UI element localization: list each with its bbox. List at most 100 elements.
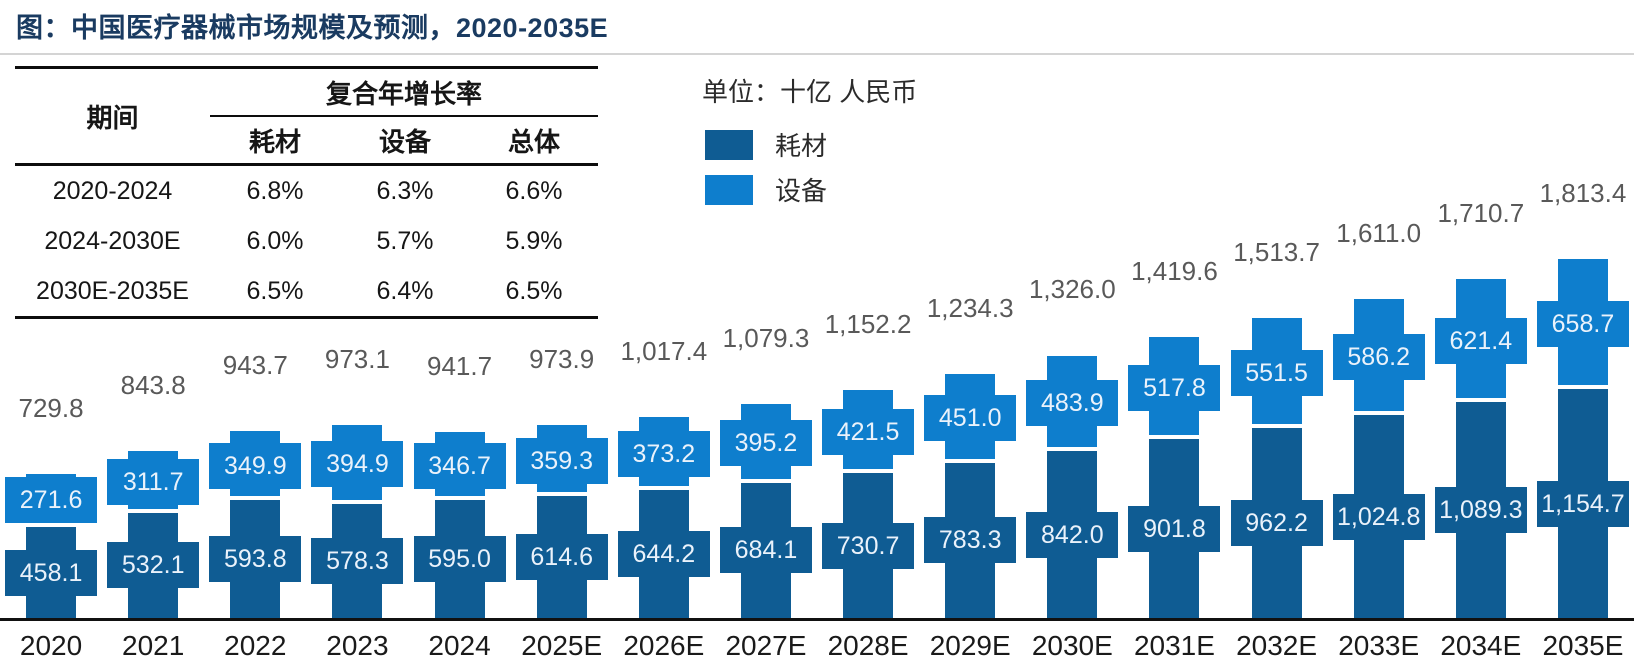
consumables-value-label: 614.6 — [515, 534, 608, 581]
consumables-cagr-cell: 6.0% — [246, 226, 304, 255]
consumables-value-label: 730.7 — [822, 522, 915, 569]
table-row: 2020-2024 6.8% 6.3% 6.6% — [15, 166, 598, 216]
bar-column: 1,089.3 621.4 1,710.7 — [1430, 0, 1532, 618]
equipment-value-label: 421.5 — [822, 408, 915, 455]
table-row: 2024-2030E 6.0% 5.7% 5.9% — [15, 216, 598, 266]
total-label: 1,513.7 — [1233, 237, 1320, 268]
overall-cagr-cell: 6.5% — [505, 276, 563, 305]
bar-column: 1,154.7 658.7 1,813.4 — [1532, 0, 1634, 618]
bar-column: 595.0 346.7 941.7 — [409, 0, 511, 618]
total-label: 973.9 — [529, 344, 595, 375]
table-row: 2030E-2035E 6.5% 6.4% 6.5% — [15, 266, 598, 316]
equipment-value-label: 586.2 — [1332, 334, 1425, 381]
x-axis-label: 2032E — [1236, 630, 1318, 661]
x-axis-label: 2034E — [1440, 630, 1522, 661]
total-label: 1,079.3 — [722, 323, 810, 354]
chart-area: 458.1 271.6 729.8 532.1 311.7 843.8 593.8 349.9… — [0, 0, 1634, 618]
period-column-header: 期间 — [86, 102, 139, 133]
consumables-value-label: 1,089.3 — [1434, 487, 1527, 534]
equipment-value-label: 517.8 — [1128, 365, 1221, 412]
equipment-value-label: 658.7 — [1536, 301, 1629, 348]
x-axis-line — [0, 618, 1634, 621]
total-label: 1,419.6 — [1131, 255, 1218, 286]
x-axis-label: 2031E — [1133, 630, 1215, 661]
bar-column: 783.3 451.0 1,234.3 — [919, 0, 1021, 618]
x-axis-label: 2022 — [224, 630, 287, 661]
consumables-value-label: 1,024.8 — [1332, 493, 1425, 540]
total-label: 941.7 — [427, 350, 493, 381]
consumables-value-label: 962.2 — [1230, 499, 1323, 546]
total-label: 1,611.0 — [1336, 218, 1422, 249]
total-label: 1,234.3 — [926, 292, 1014, 323]
bar-column: 593.8 349.9 943.7 — [204, 0, 306, 618]
x-axis-label: 2027E — [725, 630, 807, 661]
consumables-value-label: 458.1 — [5, 549, 98, 596]
equipment-value-label: 349.9 — [209, 442, 302, 489]
equipment-value-label: 621.4 — [1434, 317, 1527, 364]
x-axis-labels: 2020 2021 2022 2023 2024 2025E 2026E 2027E 2028E… — [0, 630, 1634, 661]
cagr-table: 期间 复合年增长率 耗材 设备 总体 2020-2024 6.8% 6.3% 6… — [15, 66, 598, 319]
bar-column: 532.1 311.7 843.8 — [102, 0, 204, 618]
bar-column: 644.2 373.2 1,017.4 — [613, 0, 715, 618]
consumables-value-label: 578.3 — [311, 537, 404, 584]
page-title: 图：中国医疗器械市场规模及预测，2020-2035E — [16, 13, 609, 43]
legend-item-equipment: 设备 — [705, 171, 827, 208]
consumables-value-label: 1,154.7 — [1536, 480, 1629, 527]
overall-cagr-cell: 6.6% — [505, 176, 563, 205]
equipment-cagr-cell: 6.3% — [376, 176, 434, 205]
total-label: 1,152.2 — [824, 308, 912, 339]
subheader-consumables: 耗材 — [248, 126, 301, 157]
bar-column: 730.7 421.5 1,152.2 — [817, 0, 919, 618]
equipment-value-label: 271.6 — [5, 477, 98, 524]
x-axis-label: 2025E — [521, 630, 603, 661]
cagr-table-header: 期间 复合年增长率 耗材 设备 总体 — [15, 69, 598, 166]
equipment-cagr-cell: 5.7% — [376, 226, 434, 255]
x-axis-label: 2023 — [326, 630, 389, 661]
consumables-swatch — [705, 129, 753, 160]
equipment-value-label: 395.2 — [719, 420, 812, 467]
total-label: 943.7 — [222, 350, 288, 381]
total-label: 1,017.4 — [620, 335, 708, 366]
bar-column: 901.8 517.8 1,419.6 — [1123, 0, 1225, 618]
total-label: 1,326.0 — [1028, 274, 1116, 305]
consumables-cagr-cell: 6.5% — [246, 276, 304, 305]
period-cell: 2024-2030E — [44, 226, 181, 255]
consumables-value-label: 783.3 — [924, 517, 1017, 564]
x-axis-label: 2020 — [19, 630, 83, 661]
x-axis-label: 2029E — [929, 630, 1011, 661]
subheader-overall: 总体 — [507, 126, 560, 157]
equipment-value-label: 346.7 — [413, 442, 506, 489]
bar-column: 842.0 483.9 1,326.0 — [1021, 0, 1123, 618]
bar-column: 458.1 271.6 729.8 — [0, 0, 102, 618]
equipment-value-label: 551.5 — [1230, 349, 1323, 396]
total-label: 843.8 — [120, 369, 186, 400]
total-label: 973.1 — [324, 344, 390, 375]
bar-column: 578.3 394.9 973.1 — [306, 0, 408, 618]
total-label: 729.8 — [18, 392, 84, 423]
x-axis-label: 2035E — [1542, 630, 1624, 661]
consumables-value-label: 532.1 — [107, 542, 200, 589]
legend-label: 设备 — [775, 176, 828, 206]
cagr-group-header: 复合年增长率 — [210, 69, 598, 117]
subheader-equipment: 设备 — [378, 126, 431, 157]
bar-column: 1,024.8 586.2 1,611.0 — [1328, 0, 1430, 618]
consumables-value-label: 593.8 — [209, 536, 302, 583]
x-axis-label: 2024 — [428, 630, 491, 661]
consumables-value-label: 901.8 — [1128, 505, 1221, 552]
x-axis-label: 2028E — [827, 630, 909, 661]
consumables-cagr-cell: 6.8% — [246, 176, 304, 205]
bar-column: 614.6 359.3 973.9 — [511, 0, 613, 618]
total-label: 1,710.7 — [1437, 198, 1525, 229]
consumables-value-label: 595.0 — [413, 536, 506, 583]
bar-column: 684.1 395.2 1,079.3 — [715, 0, 817, 618]
equipment-value-label: 394.9 — [311, 441, 404, 488]
equipment-value-label: 359.3 — [515, 437, 608, 484]
x-axis-label: 2030E — [1031, 630, 1113, 661]
equipment-value-label: 451.0 — [924, 395, 1017, 442]
x-axis-label: 2021 — [122, 630, 185, 661]
x-axis-label: 2033E — [1338, 630, 1420, 661]
unit-label: 单位：十亿 人民币 — [702, 77, 918, 107]
x-axis-label: 2026E — [623, 630, 705, 661]
equipment-value-label: 373.2 — [617, 430, 710, 477]
period-cell: 2020-2024 — [52, 176, 173, 205]
